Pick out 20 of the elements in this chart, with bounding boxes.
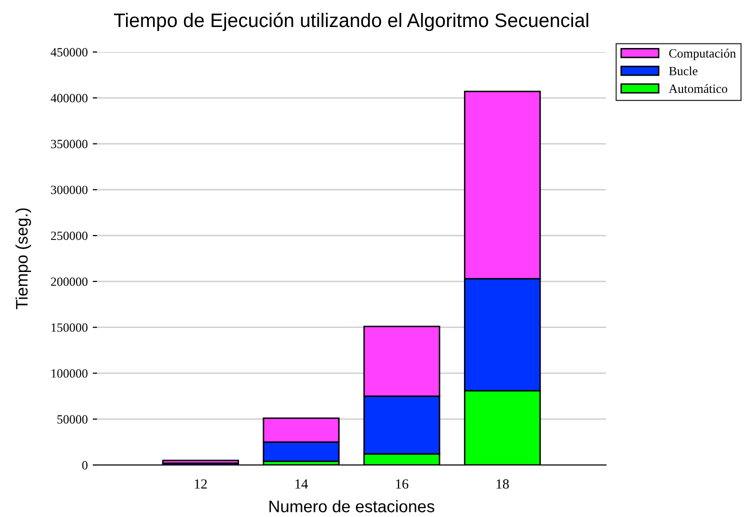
y-tick-label: 450000 bbox=[50, 48, 88, 56]
y-tick-label: 0 bbox=[82, 461, 88, 470]
legend-label: Bucle bbox=[669, 66, 698, 76]
y-tick-label: 350000 bbox=[51, 140, 88, 148]
x-tick-label: 12 bbox=[194, 479, 207, 489]
y-tick-label: 400000 bbox=[50, 94, 88, 102]
y-tick-label: 100000 bbox=[52, 369, 88, 378]
x-tick-label: 18 bbox=[496, 479, 509, 489]
y-axis-title: Tiempo (seg.) bbox=[15, 208, 32, 310]
legend-label: Computación bbox=[669, 48, 736, 60]
legend-label: Automático bbox=[668, 84, 728, 93]
x-tick-label: 16 bbox=[396, 479, 408, 489]
x-tick-label: 14 bbox=[295, 479, 308, 489]
chart-title: Tiempo de Ejecución utilizando el Algoritmo Secuencial bbox=[114, 12, 588, 32]
y-tick-label: 200000 bbox=[51, 277, 88, 286]
y-tick-label: 50000 bbox=[57, 415, 88, 424]
y-tick-label: 250000 bbox=[51, 232, 88, 240]
y-tick-label: 300000 bbox=[51, 186, 88, 194]
x-axis-title: Numero de estaciones bbox=[269, 500, 434, 512]
y-tick-label: 150000 bbox=[52, 323, 88, 332]
